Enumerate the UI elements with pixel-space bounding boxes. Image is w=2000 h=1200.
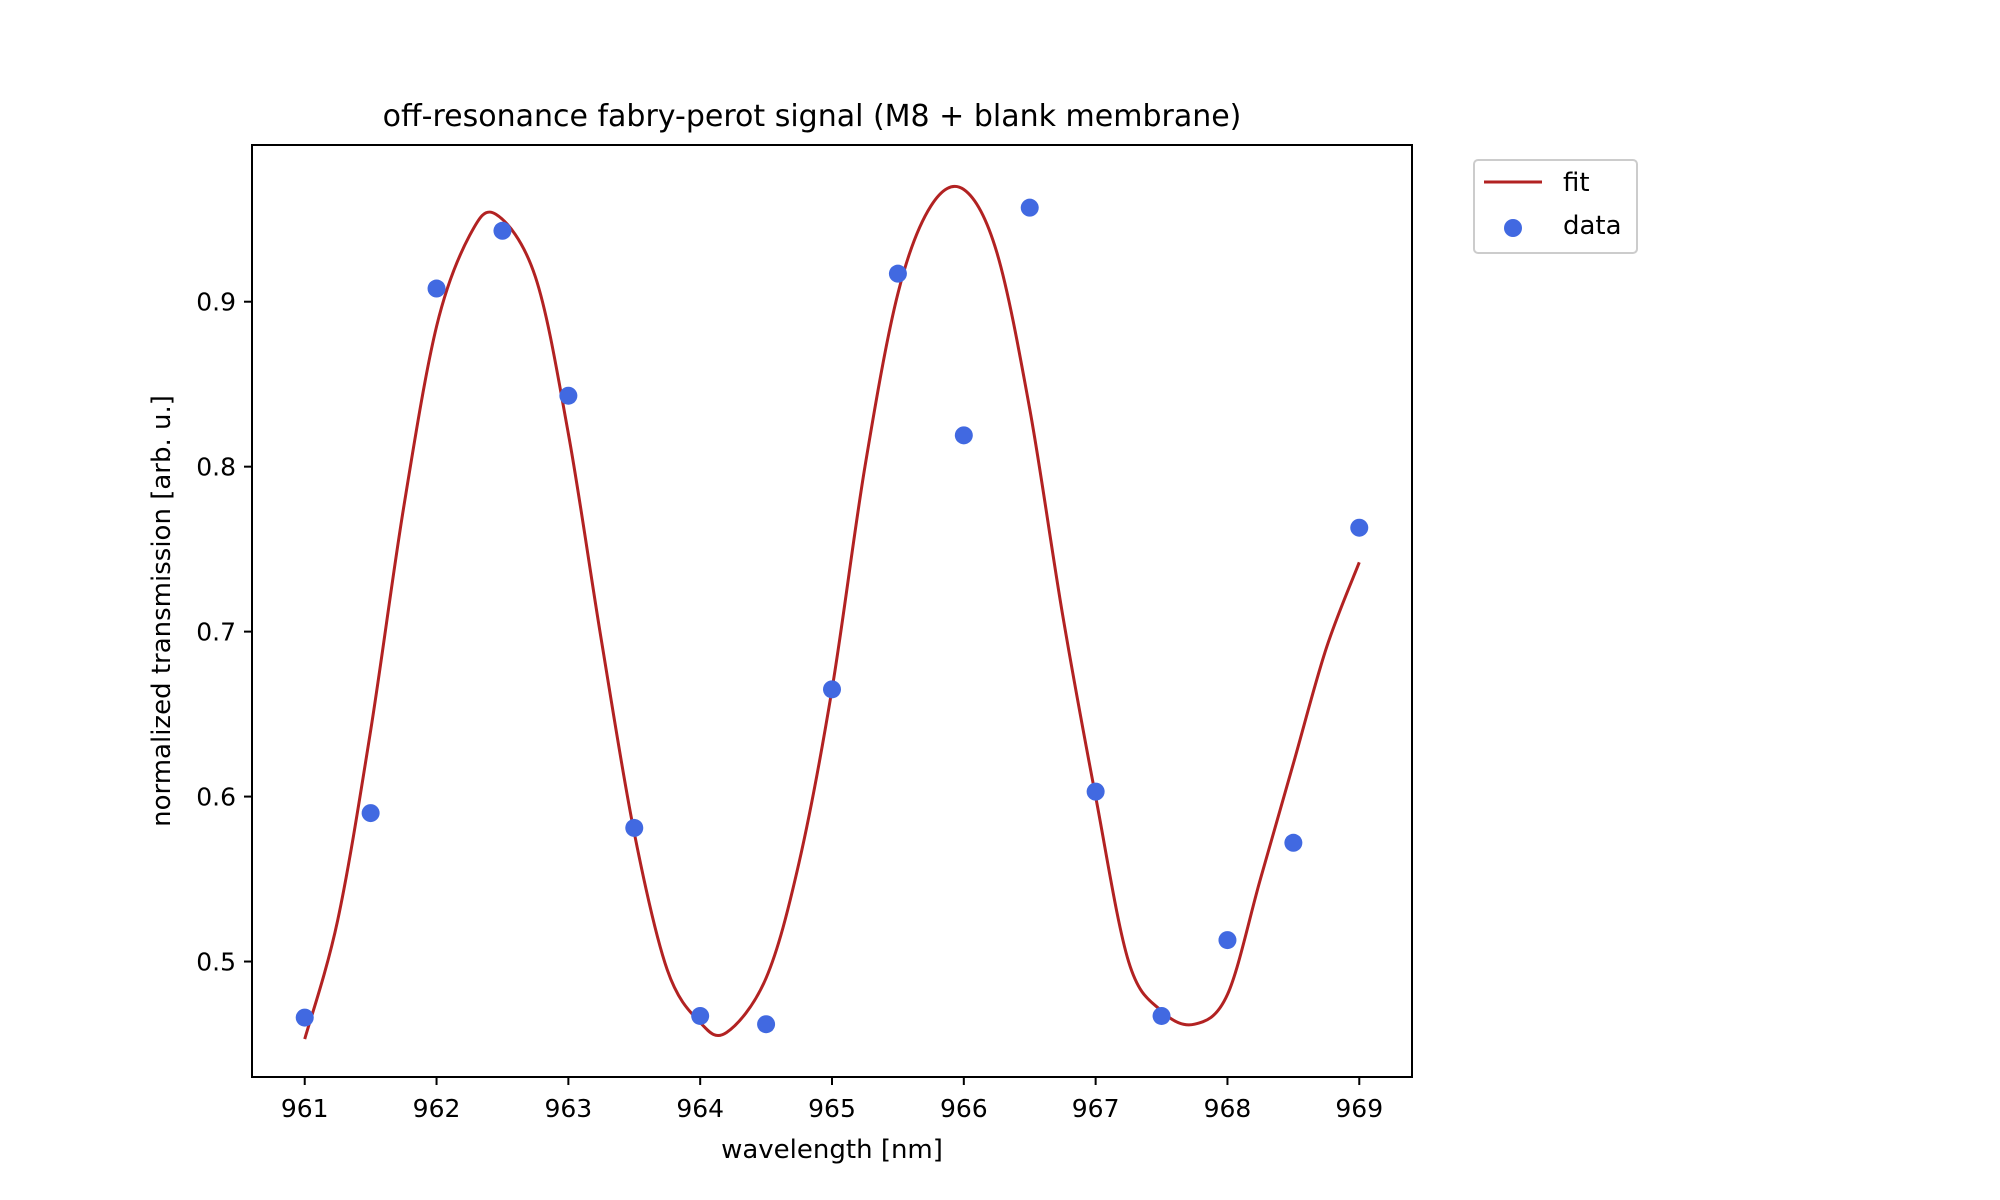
x-tick-label: 969 [1335,1094,1383,1123]
data-point [691,1006,710,1025]
data-point [493,221,512,240]
legend: fit data [1473,159,1638,254]
x-tick-label: 962 [413,1094,461,1123]
y-tick-label: 0.6 [196,783,236,812]
y-tick-label: 0.7 [196,618,236,647]
data-point [361,804,380,823]
data-point [888,264,907,283]
data-point [1020,198,1039,217]
y-tick-label: 0.5 [196,948,236,977]
x-tick-label: 967 [1072,1094,1120,1123]
legend-data-swatch [1504,219,1522,237]
x-axis: 961 962 963 964 965 966 967 968 969 [281,1077,1383,1123]
x-tick-label: 961 [281,1094,329,1123]
data-point [823,680,841,699]
data-point [427,279,446,298]
x-tick-label: 964 [676,1094,724,1123]
chart-title: off-resonance fabry-perot signal (M8 + b… [383,99,1242,134]
plot-area [295,184,1369,1040]
x-tick-label: 963 [545,1094,593,1123]
data-point [1152,1006,1171,1025]
y-axis-label: normalized transmission [arb. u.] [147,395,177,827]
data-point [1350,518,1369,537]
data-point [1218,931,1237,950]
legend-fit-label: fit [1563,168,1590,198]
data-point [295,1008,314,1027]
x-tick-label: 968 [1204,1094,1252,1123]
y-tick-label: 0.9 [196,288,236,317]
legend-data-label: data [1563,211,1622,241]
x-axis-label: wavelength [nm] [721,1135,943,1165]
x-tick-label: 966 [940,1094,988,1123]
data-point [954,426,973,445]
x-tick-label: 965 [808,1094,856,1123]
data-point [559,386,578,405]
y-tick-label: 0.8 [196,453,236,482]
y-axis: 0.5 0.6 0.7 0.8 0.9 [196,288,252,977]
data-point [1086,782,1105,801]
data-point [625,818,644,837]
data-point [1284,833,1303,852]
data-point [757,1015,776,1034]
